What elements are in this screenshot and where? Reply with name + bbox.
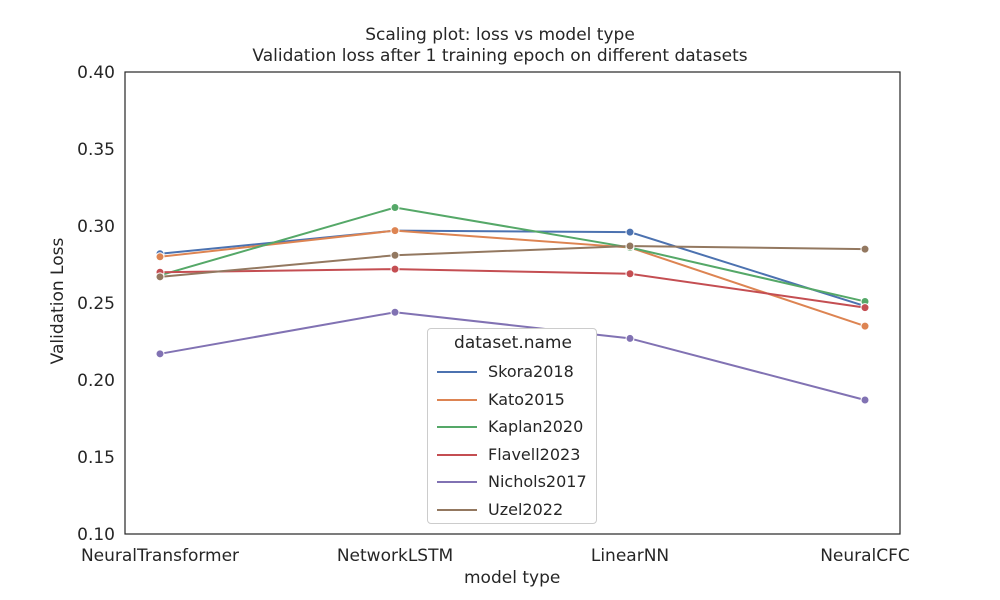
y-tick-label: 0.20 [77,371,115,391]
legend-label: Uzel2022 [488,499,564,519]
legend-item: Nichols2017 [428,471,598,493]
legend-label: Kato2015 [488,389,565,409]
data-point [390,203,400,213]
legend-item: Flavell2023 [428,444,598,466]
data-point [625,241,635,251]
data-point [390,226,400,236]
y-tick-label: 0.25 [77,294,115,314]
legend-item: Kato2015 [428,389,598,411]
legend-item: Uzel2022 [428,499,598,521]
legend-label: Nichols2017 [488,472,587,491]
legend-label: Skora2018 [488,362,574,381]
legend-swatch [437,481,477,483]
y-axis-label: Validation Loss [48,237,68,365]
data-point [860,303,870,313]
series-line-skora2018 [159,229,866,308]
data-point [625,227,635,237]
x-tick-label: NetworkLSTM [337,546,453,566]
y-tick-label: 0.30 [77,217,115,237]
legend-item: Kaplan2020 [428,416,598,438]
legend: dataset.name Skora2018 Kato2015 Kaplan2020… [427,328,597,524]
y-tick-label: 0.10 [77,525,115,545]
y-tick-label: 0.40 [77,63,115,83]
plot-frame [124,71,901,535]
legend-swatch [437,398,477,401]
x-tick-label: LinearNN [591,546,669,566]
data-point [625,333,635,343]
y-tick-label: 0.35 [77,140,115,160]
data-point [390,250,400,260]
legend-swatch [437,453,477,456]
data-point [860,321,870,331]
legend-swatch [437,508,477,511]
x-tick-label: NeuralCFC [820,546,910,566]
series-line-nichols2017 [159,311,866,401]
series-line-flavell2023 [159,268,866,309]
data-point [860,244,870,254]
legend-label: Flavell2023 [488,444,581,464]
x-tick-label: NeuralTransformer [81,546,239,566]
series-line-kaplan2020 [159,206,866,303]
data-point [860,395,870,405]
legend-title: dataset.name [454,333,572,353]
data-point [390,264,400,274]
y-tick-label: 0.15 [77,448,115,468]
data-point [155,272,165,282]
series-line-kato2015 [159,229,866,328]
legend-swatch [437,371,477,373]
series-line-uzel2022 [159,245,866,278]
x-axis-label: model type [464,568,561,588]
chart-title: Scaling plot: loss vs model type [365,25,635,45]
data-point [625,269,635,279]
legend-label: Kaplan2020 [488,417,584,436]
data-point [390,307,400,317]
data-point [155,252,165,262]
legend-item: Skora2018 [428,361,598,383]
chart-subtitle: Validation loss after 1 training epoch o… [252,46,748,66]
data-point [155,349,165,359]
legend-swatch [437,426,477,428]
